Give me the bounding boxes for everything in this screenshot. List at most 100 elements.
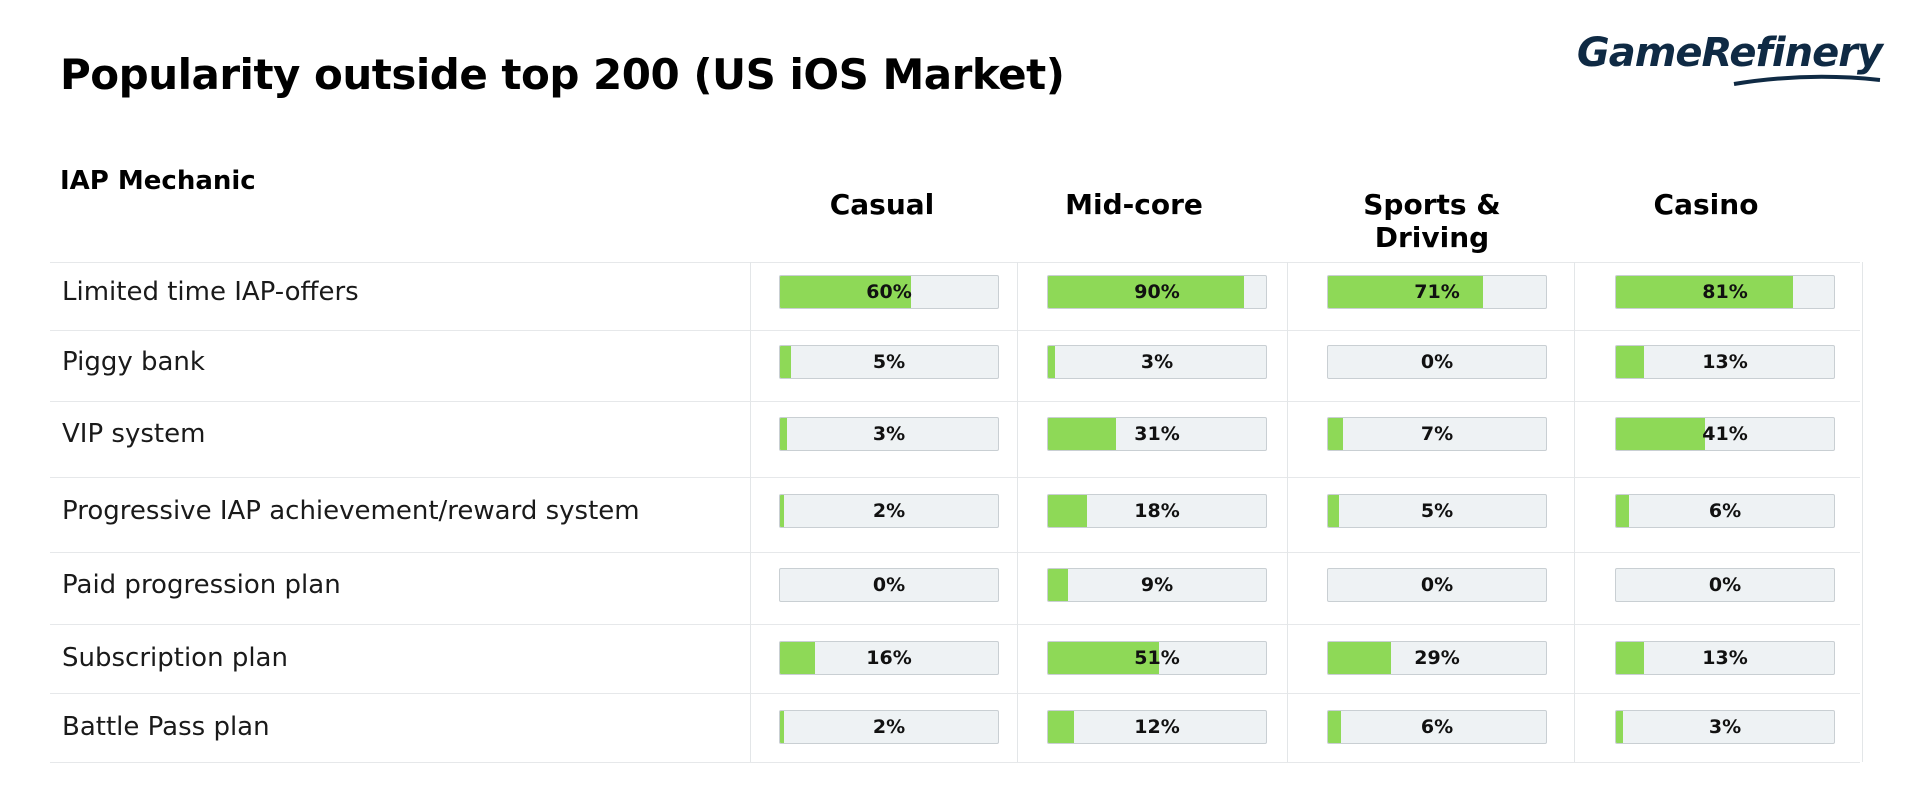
category-label: Paid progression plan — [62, 570, 341, 600]
logo-swoosh-icon — [1733, 74, 1881, 86]
column-divider — [750, 262, 751, 762]
bar-track: 81% — [1615, 275, 1835, 309]
data-label: 41% — [1702, 423, 1748, 445]
bar-track: 7% — [1327, 417, 1547, 451]
data-label: 90% — [1134, 281, 1180, 303]
bar — [1616, 495, 1630, 527]
data-label: 6% — [1420, 716, 1454, 738]
category-label: Subscription plan — [62, 643, 288, 673]
column-header-0: Casual — [829, 188, 935, 221]
bar — [1616, 346, 1645, 378]
column-divider — [1862, 262, 1863, 762]
gamerefinery-logo: GameRefinery — [1576, 30, 1883, 76]
data-label: 3% — [1140, 351, 1174, 373]
bar-track: 6% — [1615, 494, 1835, 528]
bar-track: 5% — [779, 345, 999, 379]
bar-track: 29% — [1327, 641, 1547, 675]
data-label: 3% — [872, 423, 906, 445]
bar-track: 60% — [779, 275, 999, 309]
bar — [1616, 276, 1793, 308]
bar-track: 3% — [1047, 345, 1267, 379]
row-divider — [50, 401, 1860, 402]
column-divider — [1287, 262, 1288, 762]
bar-track: 6% — [1327, 710, 1547, 744]
bar — [780, 276, 911, 308]
data-label: 12% — [1134, 716, 1180, 738]
data-label: 60% — [866, 281, 912, 303]
bar-track: 9% — [1047, 568, 1267, 602]
bar — [1328, 276, 1483, 308]
bar — [1616, 642, 1645, 674]
bar-track: 31% — [1047, 417, 1267, 451]
bar — [780, 711, 785, 743]
bar-track: 90% — [1047, 275, 1267, 309]
bar-track: 71% — [1327, 275, 1547, 309]
data-label: 31% — [1134, 423, 1180, 445]
data-label: 3% — [1708, 716, 1742, 738]
data-label: 2% — [872, 500, 906, 522]
column-header-3: Casino — [1653, 188, 1759, 221]
data-label: 16% — [866, 647, 912, 669]
data-label: 6% — [1708, 500, 1742, 522]
bar — [1048, 346, 1055, 378]
data-label: 2% — [872, 716, 906, 738]
data-label: 81% — [1702, 281, 1748, 303]
data-label: 0% — [1708, 574, 1742, 596]
column-header-1: Mid-core — [1065, 188, 1203, 221]
data-label: 0% — [872, 574, 906, 596]
column-divider — [1574, 262, 1575, 762]
chart-title: Popularity outside top 200 (US iOS Marke… — [60, 50, 1065, 99]
data-label: 71% — [1414, 281, 1460, 303]
bar-track: 13% — [1615, 345, 1835, 379]
category-label: Limited time IAP-offers — [62, 277, 359, 307]
data-label: 13% — [1702, 351, 1748, 373]
bar — [1048, 569, 1068, 601]
bar-track: 0% — [1327, 345, 1547, 379]
row-divider — [50, 693, 1860, 694]
bar — [1048, 418, 1116, 450]
category-label: VIP system — [62, 419, 206, 449]
data-label: 5% — [872, 351, 906, 373]
bar-track: 13% — [1615, 641, 1835, 675]
category-label: Progressive IAP achievement/reward syste… — [62, 496, 640, 526]
bar — [1048, 495, 1088, 527]
bar — [780, 642, 815, 674]
data-label: 0% — [1420, 574, 1454, 596]
bar-track: 12% — [1047, 710, 1267, 744]
bar — [1048, 711, 1075, 743]
bar-track: 3% — [779, 417, 999, 451]
bar — [780, 418, 787, 450]
bar — [1328, 711, 1342, 743]
data-label: 29% — [1414, 647, 1460, 669]
bar-track: 16% — [779, 641, 999, 675]
bar — [780, 346, 791, 378]
column-divider — [1017, 262, 1018, 762]
row-divider — [50, 762, 1860, 763]
column-header-2: Sports & Driving — [1363, 188, 1501, 254]
bar-track: 0% — [1615, 568, 1835, 602]
data-label: 51% — [1134, 647, 1180, 669]
row-divider — [50, 552, 1860, 553]
category-label: Battle Pass plan — [62, 712, 270, 742]
bar-track: 3% — [1615, 710, 1835, 744]
data-label: 7% — [1420, 423, 1454, 445]
data-label: 13% — [1702, 647, 1748, 669]
bar — [1048, 642, 1160, 674]
bar-track: 0% — [1327, 568, 1547, 602]
bar-track: 2% — [779, 494, 999, 528]
bar-track: 5% — [1327, 494, 1547, 528]
row-divider — [50, 477, 1860, 478]
category-label: Piggy bank — [62, 347, 205, 377]
bar — [1048, 276, 1245, 308]
row-header: IAP Mechanic — [60, 166, 256, 196]
data-label: 5% — [1420, 500, 1454, 522]
row-divider — [50, 330, 1860, 331]
bar — [1328, 495, 1339, 527]
bar — [1616, 711, 1623, 743]
data-label: 18% — [1134, 500, 1180, 522]
bar-track: 51% — [1047, 641, 1267, 675]
data-label: 0% — [1420, 351, 1454, 373]
row-divider — [50, 624, 1860, 625]
row-divider — [50, 262, 1860, 263]
bar — [1328, 418, 1344, 450]
